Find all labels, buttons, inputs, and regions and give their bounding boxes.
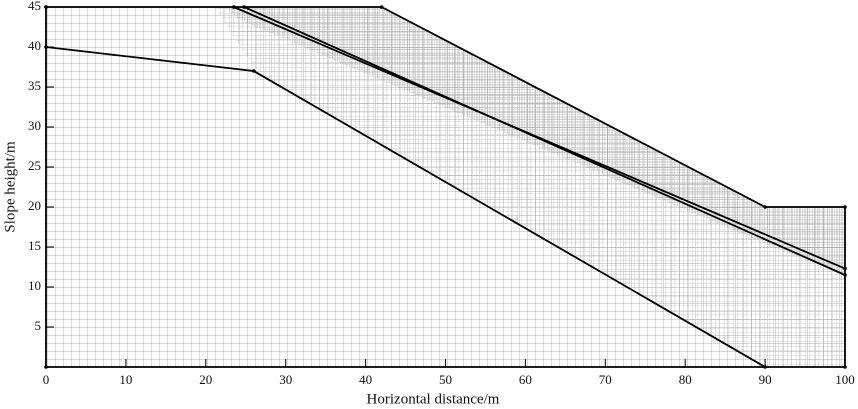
x-tick-label: 20 [199, 372, 212, 387]
vertex [379, 5, 384, 9]
x-tick-label: 90 [759, 372, 772, 387]
y-tick-label: 40 [28, 38, 41, 53]
vertex [251, 69, 256, 73]
vertex [843, 205, 847, 209]
x-axis-title: Horizontal distance/m [367, 391, 500, 407]
y-tick-label: 15 [28, 238, 41, 253]
x-tick-label: 60 [519, 372, 532, 387]
x-tick-label: 80 [679, 372, 692, 387]
y-tick-label: 5 [35, 318, 42, 333]
vertex [231, 5, 236, 9]
y-axis-title: Slope height/m [2, 141, 18, 233]
x-tick-label: 100 [835, 372, 855, 387]
vertex [763, 205, 767, 209]
y-tick-label: 20 [28, 198, 41, 213]
vertex [843, 365, 847, 369]
vertex [44, 365, 48, 369]
vertex [843, 266, 847, 271]
vertex [44, 45, 48, 49]
vertex [763, 365, 767, 369]
y-tick-label: 30 [28, 118, 41, 133]
x-tick-label: 0 [43, 372, 50, 387]
y-tick-label: 35 [28, 78, 41, 93]
x-tick-label: 10 [119, 372, 132, 387]
y-tick-label: 10 [28, 278, 41, 293]
x-tick-label: 30 [279, 372, 292, 387]
mesh [46, 7, 845, 367]
x-tick-label: 40 [359, 372, 372, 387]
boundary-line [243, 6, 846, 276]
vertex [843, 273, 847, 277]
x-tick-label: 70 [599, 372, 612, 387]
x-tick-label: 50 [439, 372, 452, 387]
vertex [44, 5, 48, 9]
y-tick-label: 45 [28, 0, 41, 13]
vertex [242, 5, 246, 9]
y-tick-label: 25 [28, 158, 41, 173]
